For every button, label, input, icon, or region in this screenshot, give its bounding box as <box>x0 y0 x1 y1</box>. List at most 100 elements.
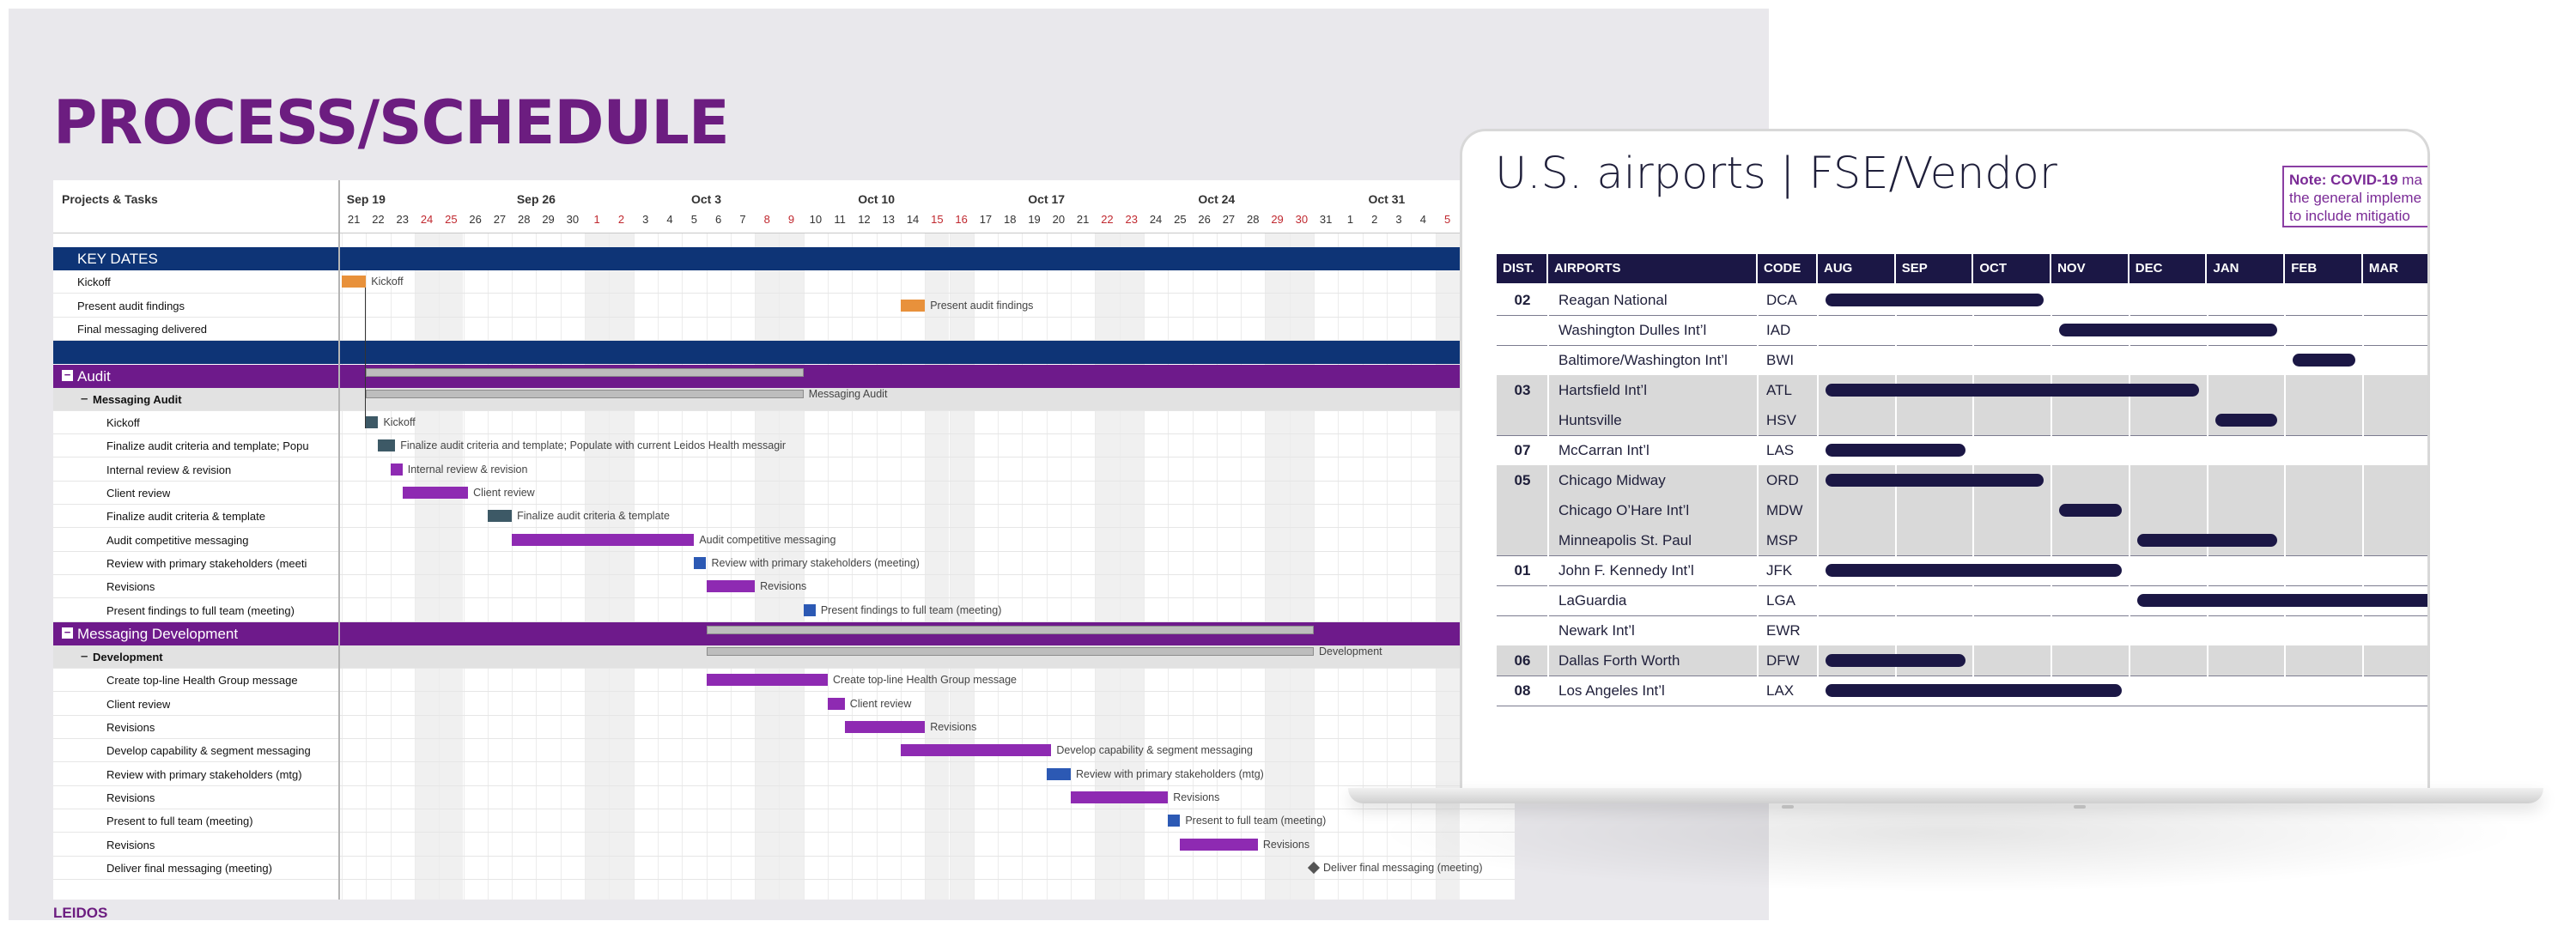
day-gridline <box>560 233 562 900</box>
schedule-bar[interactable] <box>2136 534 2278 547</box>
gantt-row-t6[interactable]: Audit competitive messaging Audit competi… <box>53 529 1515 552</box>
airport-row-lga[interactable]: LaGuardia LGA <box>1497 585 2427 615</box>
gantt-row-d7[interactable]: Present to full team (meeting) Present to… <box>53 809 1515 833</box>
day-label: 22 <box>1101 213 1114 226</box>
task-bar[interactable] <box>487 510 513 523</box>
gantt-row-spacer[interactable] <box>53 341 1515 365</box>
gantt-row-t8[interactable]: Revisions Revisions <box>53 575 1515 599</box>
airport-row-ord[interactable]: 05 Chicago Midway ORD <box>1497 465 2427 495</box>
airport-row-ewr[interactable]: Newark Int’l EWR <box>1497 615 2427 645</box>
summary-bar[interactable] <box>366 389 804 398</box>
gantt-row-present[interactable]: Present audit findings Present audit find… <box>53 294 1515 318</box>
collapse-toggle-icon[interactable]: − <box>62 627 73 639</box>
collapse-toggle-icon[interactable]: − <box>62 369 73 381</box>
gantt-row-d8[interactable]: Revisions Revisions <box>53 833 1515 857</box>
airport-row-jfk[interactable]: 01 John F. Kennedy Int’l JFK <box>1497 555 2427 585</box>
gantt-row-t1[interactable]: Kickoff Kickoff <box>53 411 1515 435</box>
airport-row-lax[interactable]: 08 Los Angeles Int’l LAX <box>1497 676 2427 706</box>
gantt-row-d3[interactable]: Revisions Revisions <box>53 716 1515 739</box>
day-gridline <box>1265 233 1267 900</box>
airport-row-hsv[interactable]: Huntsville HSV <box>1497 405 2427 435</box>
gantt-row-dev[interactable]: – Development Development <box>53 645 1515 670</box>
task-bar[interactable] <box>1180 838 1258 851</box>
airport-row-atl[interactable]: 03 Hartsfield Int’l ATL <box>1497 375 2427 405</box>
schedule-bar[interactable] <box>1826 474 2044 487</box>
gantt-row-t9[interactable]: Present findings to full team (meeting) P… <box>53 599 1515 622</box>
schedule-bar[interactable] <box>2136 594 2427 607</box>
gantt-row-t2[interactable]: Finalize audit criteria and template; Po… <box>53 434 1515 458</box>
gantt-row-t3[interactable]: Internal review & revision Internal revie… <box>53 458 1515 482</box>
collapse-minus-icon[interactable]: – <box>81 649 88 664</box>
gantt-row-d2[interactable]: Client review Client review <box>53 693 1515 716</box>
gantt-row-ma[interactable]: – Messaging Audit Messaging Audit <box>53 387 1515 411</box>
gantt-row-kickoff[interactable]: Kickoff Kickoff <box>53 270 1515 294</box>
summary-bar[interactable] <box>366 367 804 377</box>
week-label: Oct 24 <box>1198 192 1236 206</box>
task-bar[interactable] <box>900 744 1052 757</box>
summary-bar[interactable] <box>706 625 1314 634</box>
task-bar[interactable] <box>390 463 403 476</box>
month-header-jan: JAN <box>2208 254 2286 283</box>
milestone-diamond[interactable] <box>1307 861 1321 874</box>
gantt-row-d6[interactable]: Revisions Revisions <box>53 786 1515 809</box>
schedule-bar[interactable] <box>2293 354 2355 367</box>
column-separator <box>1757 555 1759 585</box>
day-label: 21 <box>1076 213 1090 226</box>
covid-note-line-3: to include mitigatio <box>2289 208 2410 224</box>
task-bar[interactable] <box>803 603 816 616</box>
task-bar[interactable] <box>694 556 707 569</box>
task-bar[interactable] <box>844 721 926 733</box>
task-bar[interactable] <box>706 674 828 687</box>
task-bar[interactable] <box>342 276 367 288</box>
day-label: 20 <box>1052 213 1066 226</box>
gantt-row-md[interactable]: − Messaging Development <box>53 621 1515 645</box>
airport-row-dfw[interactable]: 06 Dallas Forth Worth DFW <box>1497 645 2427 676</box>
schedule-bar[interactable] <box>2059 324 2278 336</box>
task-bar[interactable] <box>1168 815 1181 827</box>
airport-row-bwi[interactable]: Baltimore/Washington Int’l BWI <box>1497 345 2427 375</box>
covid-note: Note: COVID-19 ma the general impleme to… <box>2282 166 2427 227</box>
task-bar[interactable] <box>512 533 695 546</box>
task-bar[interactable] <box>1071 791 1169 803</box>
gantt-row-t5[interactable]: Finalize audit criteria & template Finali… <box>53 505 1515 529</box>
collapse-minus-icon[interactable]: – <box>81 391 88 406</box>
schedule-bar[interactable] <box>1826 384 2200 397</box>
day-gridline <box>1411 233 1413 900</box>
summary-bar[interactable] <box>706 647 1314 657</box>
schedule-bar[interactable] <box>1826 444 1966 457</box>
airport-row-dca[interactable]: 02 Reagan National DCA <box>1497 285 2427 315</box>
task-bar[interactable] <box>828 697 845 710</box>
airport-row-msp[interactable]: Minneapolis St. Paul MSP <box>1497 525 2427 555</box>
schedule-bar[interactable] <box>1826 684 2122 697</box>
column-separator <box>2050 615 2053 645</box>
gantt-row-audit[interactable]: − Audit <box>53 364 1515 388</box>
column-separator <box>2361 525 2364 555</box>
airport-row-mdw[interactable]: Chicago O’Hare Int’l MDW <box>1497 495 2427 525</box>
schedule-bar[interactable] <box>1826 654 1966 667</box>
task-bar[interactable] <box>1046 767 1071 780</box>
column-separator <box>1972 345 1975 375</box>
gantt-row-d5[interactable]: Review with primary stakeholders (mtg) Re… <box>53 763 1515 786</box>
gantt-row-d9[interactable]: Deliver final messaging (meeting) Deliver… <box>53 857 1515 880</box>
airport-row-iad[interactable]: Washington Dulles Int’l IAD <box>1497 315 2427 345</box>
task-bar[interactable] <box>900 299 926 312</box>
laptop-foot <box>1782 805 1794 809</box>
gantt-row-d1[interactable]: Create top-line Health Group message Crea… <box>53 669 1515 693</box>
schedule-bar[interactable] <box>1826 294 2044 306</box>
task-bar[interactable] <box>378 439 396 452</box>
column-separator <box>1757 676 1759 706</box>
gantt-row-final[interactable]: Final messaging delivered <box>53 318 1515 341</box>
task-bar[interactable] <box>366 416 379 429</box>
gantt-row-d4[interactable]: Develop capability & segment messaging De… <box>53 739 1515 763</box>
gantt-row-keydates[interactable]: KEY DATES <box>53 247 1515 270</box>
task-bar[interactable] <box>402 487 469 499</box>
week-label: Oct 3 <box>690 192 722 206</box>
gantt-row-t7[interactable]: Review with primary stakeholders (meeti R… <box>53 552 1515 575</box>
task-column-divider[interactable] <box>338 180 340 900</box>
schedule-bar[interactable] <box>2059 504 2122 517</box>
task-bar[interactable] <box>706 580 756 593</box>
gantt-row-t4[interactable]: Client review Client review <box>53 482 1515 505</box>
schedule-bar[interactable] <box>2215 414 2278 427</box>
schedule-bar[interactable] <box>1826 564 2122 577</box>
airport-row-las[interactable]: 07 McCarran Int’l LAS <box>1497 435 2427 465</box>
